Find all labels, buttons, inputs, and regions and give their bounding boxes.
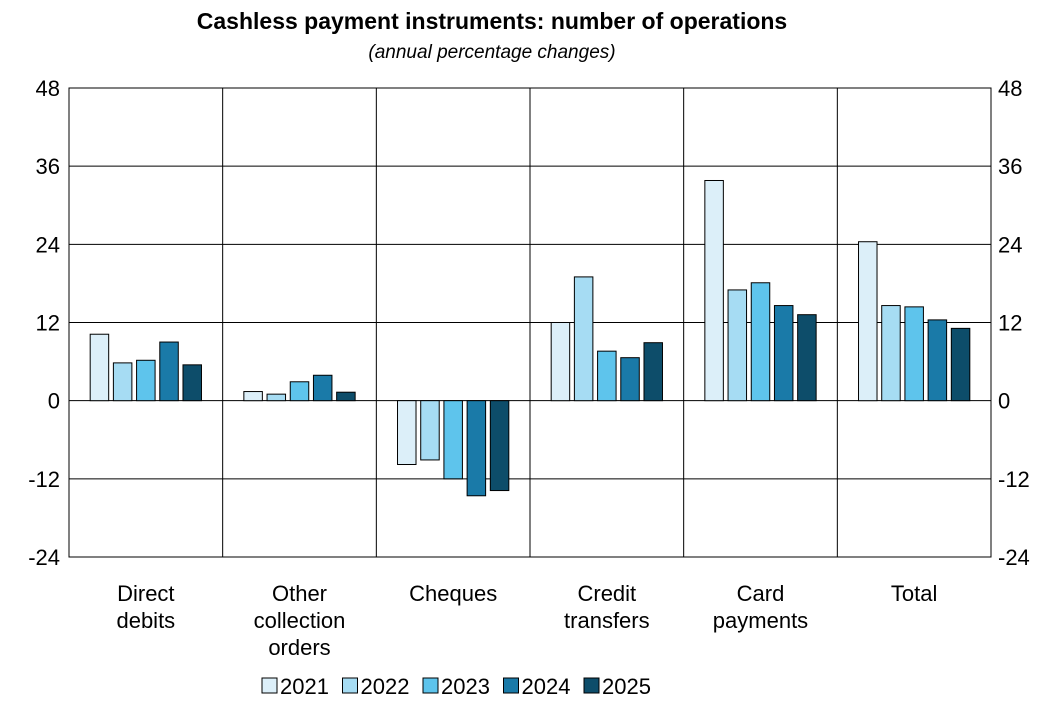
legend-swatch [342,677,358,694]
legend: 2021 2022 2023 2024 2025 [261,674,651,699]
bar [750,282,771,402]
bar [466,400,487,497]
bar [112,362,133,402]
y-tick-label-right: 48 [998,76,1022,101]
bar [289,381,310,402]
legend-item: 2022 [342,674,410,699]
bar [797,314,817,402]
bar [136,359,156,402]
y-tick-label-right: 0 [998,389,1010,414]
y-tick-label-left: 0 [48,389,60,414]
bar [243,391,263,402]
y-tick-label-right: -12 [998,467,1030,492]
category-labels: Direct debits Other collection orders Cheques… [116,581,937,660]
bar [312,374,333,402]
y-tick-label-right: -24 [998,545,1030,570]
legend-label: 2023 [441,674,490,699]
y-axis-ticks: 48 48 36 36 24 24 12 12 0 0 -12 -12 -24 -24 [28,76,1030,570]
chart-subtitle: (annual percentage changes) [368,42,615,63]
bar [89,333,110,402]
chart-title: Cashless payment instruments: number of … [197,8,787,34]
category-label: Other collection orders [254,581,346,660]
legend-swatch [583,677,600,694]
y-tick-label-left: -24 [28,545,60,570]
bar [550,322,571,402]
bar [620,357,640,402]
bar [159,341,179,402]
y-tick-label-left: 36 [36,154,60,179]
bar [881,305,901,402]
category-label: Total [891,581,937,606]
bar [704,179,724,402]
legend-label: 2021 [280,674,329,699]
bar [643,342,663,402]
bar [773,305,794,402]
bar [727,289,748,402]
bar [858,241,878,402]
legend-label: 2022 [361,674,410,699]
y-tick-label-left: 24 [36,232,60,257]
legend-swatch [503,677,519,694]
category-label: Card payments [713,581,808,633]
gridlines [68,87,992,558]
legend-label: 2024 [522,674,571,699]
legend-label: 2025 [602,674,651,699]
bar [927,319,948,402]
y-tick-label-left: 48 [36,76,60,101]
plot-frame [68,87,992,558]
y-tick-label-right: 36 [998,154,1022,179]
legend-item: 2024 [503,674,571,699]
bar [573,276,594,402]
y-tick-label-left: 12 [36,311,60,336]
legend-item: 2023 [422,674,490,699]
category-label: Cheques [409,581,497,606]
category-label: Credit transfers [564,581,650,633]
y-tick-label-right: 12 [998,311,1022,336]
legend-item: 2025 [583,674,651,699]
bar [266,393,287,402]
y-tick-label-left: -12 [28,467,60,492]
bar [182,364,202,402]
y-tick-label-right: 24 [998,232,1022,257]
bar [904,306,924,402]
category-label: Direct debits [116,581,175,633]
bar [489,400,510,492]
bars [89,179,971,497]
bar [336,391,356,402]
bar [950,327,971,402]
legend-swatch [261,677,278,694]
bar [420,400,440,461]
bar [397,400,417,466]
bar [443,400,463,480]
bar [597,350,617,402]
legend-swatch [422,677,439,694]
legend-item: 2021 [261,674,329,699]
